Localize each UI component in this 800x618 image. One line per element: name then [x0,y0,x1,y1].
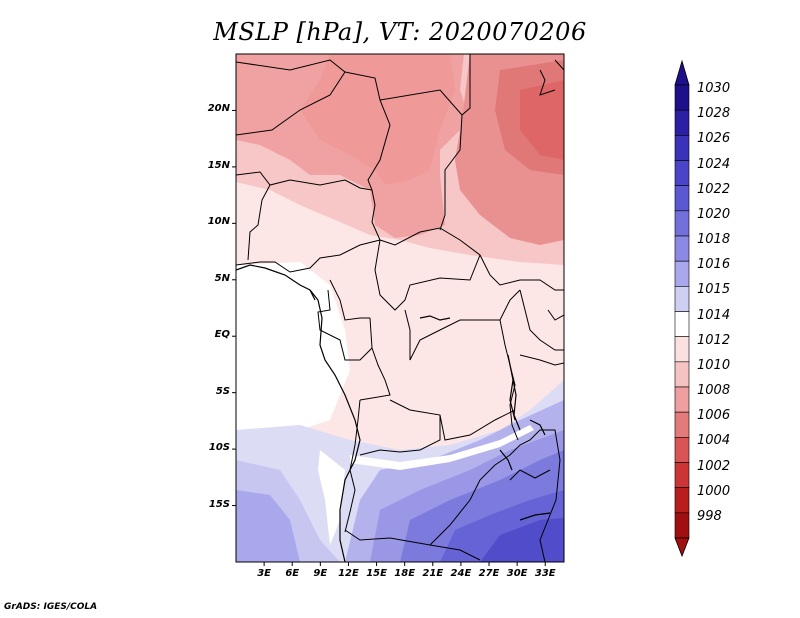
colorbar-bottom-triangle [674,537,690,558]
colorbar-level-label: 1015 [697,282,731,298]
colorbar-level-label: 1000 [697,483,731,499]
colorbar-segment [674,361,690,388]
colorbar-level-label: 1030 [697,81,731,96]
lon-label: 18E [394,568,416,579]
colorbar-segment [674,185,690,212]
colorbar-segment [674,135,690,161]
axis-ticks [232,109,546,566]
colorbar-level-label: 1006 [697,408,731,424]
colorbar-level-label: 1014 [697,307,731,323]
colorbar-level-label: 1022 [697,181,731,197]
colorbar-level-label: 1020 [697,206,731,222]
map-title: MSLP [hPa], VT: 2020070206 [213,18,587,46]
colorbar-level-label: 1018 [697,232,731,247]
colorbar-segment [674,437,690,463]
lat-label: 10N [207,216,230,228]
colorbar-level-label: 1008 [697,383,731,398]
lat-label: 15S [208,498,230,510]
colorbar-level-label: 1028 [697,106,731,122]
colorbar-segment [674,386,690,413]
lon-label: 33E [534,568,556,579]
colorbar-level-label: 1004 [697,433,731,449]
pressure-field [236,54,564,562]
country-borders [236,54,564,562]
lat-label: 20N [207,103,230,115]
colorbar-segment [674,286,690,312]
colorbar-segment [674,84,690,111]
lat-label: 10S [208,442,230,454]
colorbar-segment [674,512,690,539]
lon-label: 27E [478,568,500,579]
lon-label: 3E [257,568,271,579]
colorbar-segment [674,235,690,262]
lon-label: 24E [450,568,472,579]
coastlines [236,264,551,562]
colorbar-segment [674,411,690,438]
colorbar-segment [674,336,690,363]
colorbar-level-label: 1016 [697,257,731,273]
lat-label: EQ [214,329,230,341]
colorbar-level-label: 1002 [697,458,731,474]
colorbar-level-label: 1012 [697,332,731,348]
colorbar-segment [674,160,690,186]
colorbar [674,59,690,558]
lon-label: 21E [422,568,444,579]
lon-label: 30E [506,568,528,579]
map-frame [235,53,565,563]
colorbar-level-label: 1024 [697,156,731,172]
colorbar-top-triangle [674,59,690,86]
lon-label: 15E [366,568,387,579]
colorbar-level-label: 998 [697,508,722,524]
colorbar-segment [674,487,690,514]
colorbar-segment [674,462,690,488]
lat-label: 5N [214,272,230,284]
colorbar-segment [674,311,690,337]
lat-label: 5S [215,385,230,397]
lon-label: 12E [338,568,359,579]
lon-label: 6E [285,568,300,579]
colorbar-level-label: 1026 [697,131,731,147]
colorbar-segment [674,210,690,237]
lon-label: 9E [313,568,328,579]
colorbar-segment [674,260,690,287]
credit-text: GrADS: IGES/COLA [4,602,98,612]
lat-label: 15N [207,159,230,171]
colorbar-level-label: 1010 [697,357,731,373]
colorbar-segment [674,109,690,136]
